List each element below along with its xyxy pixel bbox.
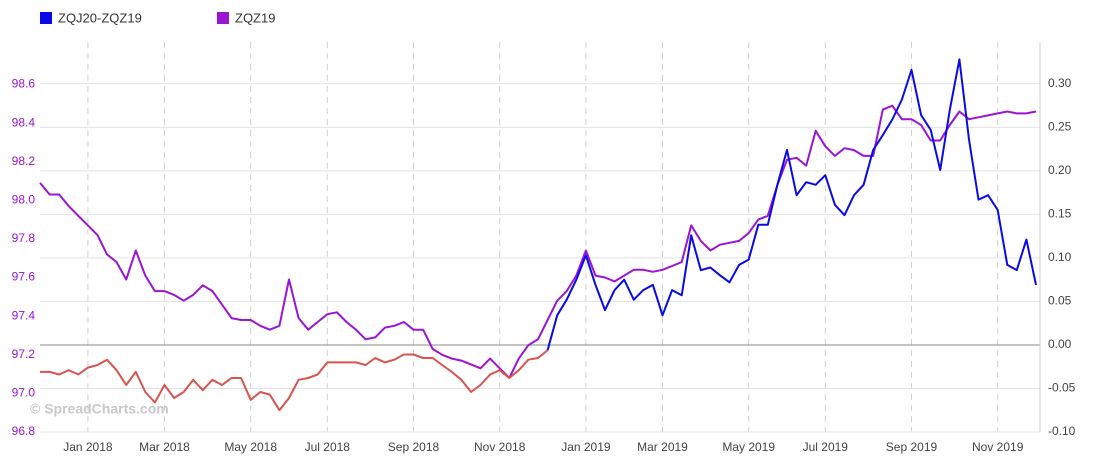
y-tick-label: 98.2 [12, 154, 36, 168]
y2-tick-label: -0.10 [1048, 424, 1076, 438]
legend-swatch-1 [217, 12, 229, 24]
x-tick-label: Nov 2018 [474, 440, 526, 454]
y2-tick-label: 0.05 [1048, 294, 1072, 308]
x-tick-label: May 2018 [224, 440, 277, 454]
series-line [546, 58, 1037, 351]
x-tick-label: Nov 2019 [972, 440, 1024, 454]
y2-tick-label: 0.10 [1048, 250, 1072, 264]
y-tick-label: 96.8 [12, 424, 36, 438]
series-line [39, 104, 1037, 379]
x-tick-label: Mar 2019 [637, 440, 688, 454]
legend-label: ZQJ20-ZQZ19 [58, 10, 142, 25]
y-tick-label: 97.0 [12, 386, 36, 400]
y2-tick-label: -0.05 [1048, 381, 1076, 395]
x-tick-label: Jul 2018 [305, 440, 351, 454]
y2-tick-label: 0.15 [1048, 207, 1072, 221]
y-tick-label: 97.8 [12, 231, 36, 245]
y2-tick-label: 0.30 [1048, 76, 1072, 90]
y-tick-label: 97.2 [12, 347, 36, 361]
y2-tick-label: 0.20 [1048, 163, 1072, 177]
x-tick-label: Sep 2019 [886, 440, 938, 454]
legend-label: ZQZ19 [235, 10, 275, 25]
legend-swatch-0 [40, 12, 52, 24]
y2-tick-label: 0.00 [1048, 337, 1072, 351]
x-tick-label: Mar 2018 [139, 440, 190, 454]
y-tick-label: 98.4 [12, 115, 36, 129]
x-tick-label: Jan 2019 [561, 440, 611, 454]
series-line [40, 349, 549, 412]
y2-tick-label: 0.25 [1048, 119, 1072, 133]
y-tick-label: 97.6 [12, 270, 36, 284]
watermark: © SpreadCharts.com [30, 401, 169, 417]
x-tick-label: Jan 2018 [63, 440, 113, 454]
x-tick-label: Sep 2018 [388, 440, 440, 454]
x-tick-label: May 2019 [722, 440, 775, 454]
y-tick-label: 98.0 [12, 192, 36, 206]
y-tick-label: 97.4 [12, 308, 36, 322]
y-tick-label: 98.6 [12, 77, 36, 91]
x-tick-label: Jul 2019 [803, 440, 849, 454]
